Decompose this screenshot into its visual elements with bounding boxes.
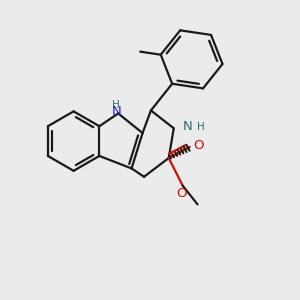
Text: N: N — [112, 106, 122, 118]
Text: N: N — [182, 120, 192, 133]
Text: O: O — [176, 187, 187, 200]
Text: O: O — [193, 139, 204, 152]
Text: H: H — [197, 122, 204, 132]
Text: H: H — [112, 100, 120, 110]
